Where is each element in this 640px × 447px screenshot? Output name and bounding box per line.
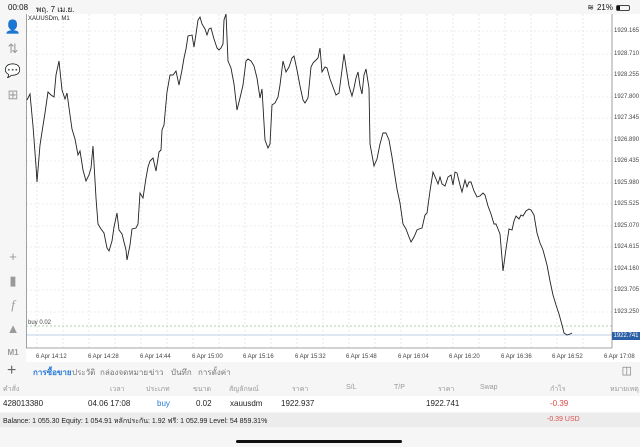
- timeframe-button[interactable]: M1: [7, 348, 19, 357]
- indicators-icon[interactable]: f: [11, 297, 15, 312]
- header-size: ขนาด: [193, 386, 212, 393]
- header-time: เวลา: [110, 386, 125, 393]
- price-level: 1923.250: [614, 309, 640, 315]
- header-tp: T/P: [394, 384, 405, 391]
- clock: 00:08: [8, 3, 29, 12]
- price-level: 1925.525: [614, 201, 640, 207]
- current-price-tag: 1922.741: [612, 332, 640, 340]
- open-price: 1922.937: [281, 399, 315, 408]
- time-label: 6 Apr 14:28: [88, 354, 119, 360]
- time-label: 6 Apr 16:20: [449, 354, 480, 360]
- chat-icon[interactable]: 💬: [4, 63, 22, 78]
- price-level: 1924.160: [614, 266, 640, 272]
- header-profit: กำไร: [550, 386, 566, 393]
- header-order: คำสั่ง: [3, 386, 20, 393]
- total-profit: -0.39 USD: [547, 416, 580, 423]
- price-level: 1924.615: [614, 244, 640, 250]
- tab-settings[interactable]: การตั้งค่า: [198, 368, 231, 377]
- tab-trade[interactable]: การซื้อขาย: [33, 368, 72, 377]
- add-icon[interactable]: +: [7, 362, 17, 379]
- table-header: คำสั่ง เวลา ประเภท ขนาด สัญลักษณ์ ราคา S…: [0, 381, 640, 395]
- price-chart[interactable]: XAUUSDm, M1 buy 0.02 1929.165 1928.710 1…: [26, 14, 640, 362]
- time-label: 6 Apr 16:36: [501, 354, 532, 360]
- price-line: [26, 14, 573, 336]
- layout-icon[interactable]: ◫: [621, 365, 632, 377]
- date: พฤ. 7 เม.ย.: [36, 5, 75, 14]
- buy-order-label: buy 0.02: [28, 320, 52, 326]
- chart-type-icon[interactable]: ▮: [9, 273, 17, 288]
- account-icon[interactable]: 👤: [4, 19, 22, 34]
- header-swap: Swap: [480, 384, 498, 391]
- balance-text: Balance: 1 055.30 Equity: 1 054.91 หลักป…: [3, 418, 268, 425]
- time-label: 6 Apr 15:48: [346, 354, 377, 360]
- time-label: 6 Apr 14:44: [140, 354, 171, 360]
- current-price: 1922.741: [426, 399, 460, 408]
- price-level: 1923.705: [614, 287, 640, 293]
- battery-percent: 21%: [596, 3, 613, 12]
- chart-canvas: [26, 14, 613, 349]
- price-level: 1929.165: [614, 28, 640, 34]
- order-size: 0.02: [196, 399, 212, 408]
- tab-mailbox[interactable]: กล่องจดหมาย: [100, 368, 149, 377]
- price-level: 1927.800: [614, 94, 640, 100]
- time-label: 6 Apr 14:12: [36, 354, 67, 360]
- time-label: 6 Apr 15:00: [192, 354, 223, 360]
- time-label: 6 Apr 17:08: [604, 354, 635, 360]
- home-indicator[interactable]: [236, 440, 402, 443]
- order-type: buy: [157, 399, 170, 408]
- profit: -0.39: [550, 399, 569, 408]
- tab-journal[interactable]: บันทึก: [171, 368, 192, 377]
- order-id: 428013380: [3, 399, 44, 408]
- price-level: 1925.070: [614, 223, 640, 229]
- trade-icon[interactable]: ⇅: [7, 41, 19, 56]
- order-symbol: xauusdm: [230, 399, 263, 408]
- time-label: 6 Apr 16:52: [552, 354, 583, 360]
- order-time: 04.06 17:08: [88, 399, 131, 408]
- price-level: 1926.890: [614, 137, 640, 143]
- terminal-tabs: + การซื้อขาย ประวัติ กล่องจดหมาย ข่าว บั…: [0, 362, 640, 380]
- price-level: 1925.980: [614, 180, 640, 186]
- time-label: 6 Apr 15:32: [295, 354, 326, 360]
- price-level: 1926.435: [614, 158, 640, 164]
- account-summary: Balance: 1 055.30 Equity: 1 054.91 หลักป…: [0, 413, 640, 427]
- header-open-price: ราคา: [292, 386, 309, 393]
- price-level: 1928.255: [614, 72, 640, 78]
- time-label: 6 Apr 16:04: [398, 354, 429, 360]
- grid-lines: [26, 14, 612, 348]
- price-level: 1928.710: [614, 51, 640, 57]
- header-type: ประเภท: [146, 386, 170, 393]
- new-document-icon[interactable]: ⊞: [7, 87, 19, 102]
- tab-history[interactable]: ประวัติ: [72, 368, 96, 377]
- bottom-area: [0, 427, 640, 447]
- left-toolbar: 👤 ⇅ 💬 ⊞ + ▮ f ▲ M1: [0, 14, 26, 360]
- header-price: ราคา: [438, 386, 455, 393]
- crosshair-icon[interactable]: +: [9, 249, 17, 264]
- price-level: 1927.345: [614, 115, 640, 121]
- objects-icon[interactable]: ▲: [6, 321, 20, 336]
- wifi-icon: ≋: [587, 3, 594, 12]
- time-label: 6 Apr 15:16: [243, 354, 274, 360]
- header-comment: หมายเหตุ: [610, 386, 639, 393]
- header-symbol: สัญลักษณ์: [229, 386, 259, 393]
- symbol-label: XAUUSDm, M1: [28, 16, 70, 22]
- status-icons: ≋ 21%: [587, 3, 630, 12]
- battery-icon: [616, 4, 630, 11]
- status-bar: 00:08 พฤ. 7 เม.ย. ≋ 21%: [0, 0, 640, 14]
- header-sl: S/L: [346, 384, 357, 391]
- tab-news[interactable]: ข่าว: [149, 368, 164, 377]
- position-row[interactable]: 428013380 04.06 17:08 buy 0.02 xauusdm 1…: [0, 396, 640, 412]
